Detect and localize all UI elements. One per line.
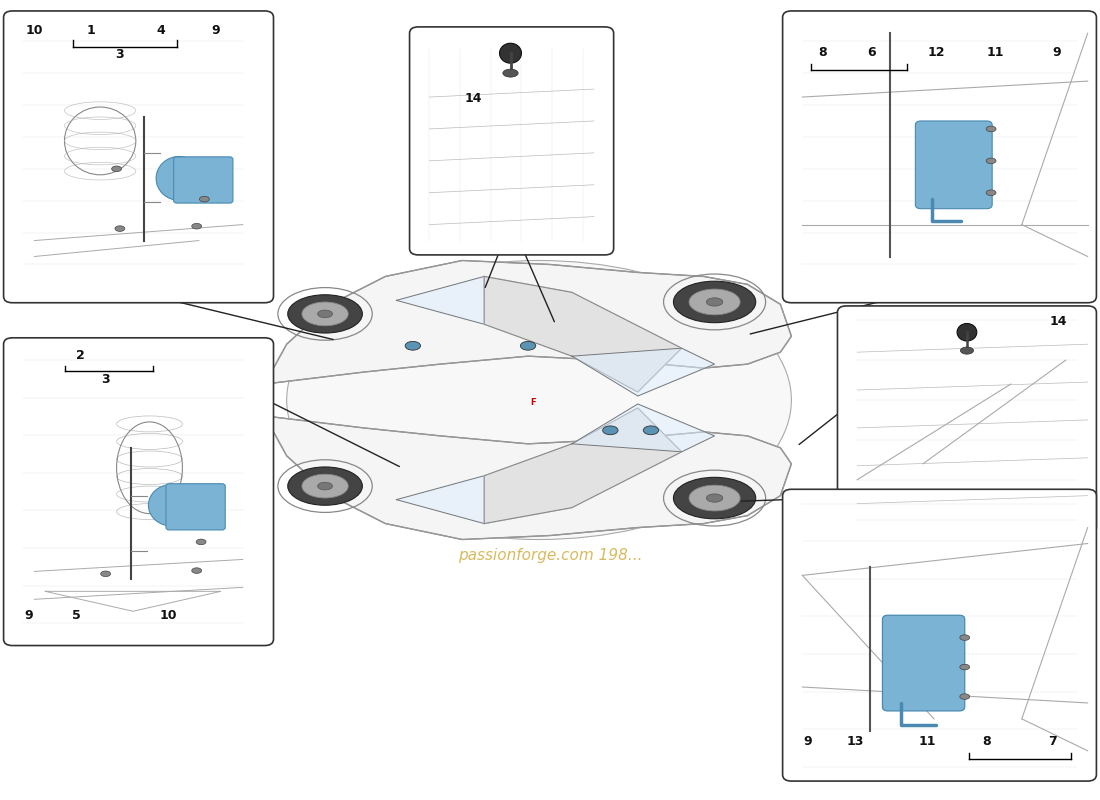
Text: 5: 5 [72, 609, 80, 622]
Text: 3: 3 [101, 373, 110, 386]
Ellipse shape [196, 539, 206, 545]
Ellipse shape [644, 426, 659, 434]
Ellipse shape [191, 568, 201, 574]
Ellipse shape [405, 342, 420, 350]
FancyBboxPatch shape [882, 615, 965, 711]
Ellipse shape [957, 323, 977, 341]
Text: 14: 14 [1049, 315, 1067, 328]
FancyBboxPatch shape [409, 27, 614, 255]
Text: passionforge.com 198...: passionforge.com 198... [458, 548, 642, 563]
Text: 9: 9 [24, 609, 33, 622]
Text: 9: 9 [803, 735, 812, 748]
Ellipse shape [673, 282, 756, 322]
Ellipse shape [287, 261, 791, 539]
Ellipse shape [960, 347, 974, 354]
Text: 7: 7 [1048, 735, 1057, 748]
Text: 10: 10 [25, 24, 43, 38]
Text: 14: 14 [464, 92, 482, 105]
Ellipse shape [986, 190, 996, 195]
Polygon shape [484, 408, 682, 523]
Text: 12: 12 [927, 46, 945, 58]
Ellipse shape [986, 158, 996, 164]
Text: 3: 3 [116, 48, 124, 61]
Polygon shape [484, 277, 682, 392]
Polygon shape [265, 261, 791, 539]
FancyBboxPatch shape [782, 11, 1097, 302]
Ellipse shape [986, 126, 996, 132]
Text: F: F [530, 398, 537, 407]
Ellipse shape [288, 294, 362, 333]
Ellipse shape [112, 166, 121, 171]
Text: 9: 9 [1053, 46, 1062, 58]
Text: 8: 8 [817, 46, 826, 58]
Ellipse shape [301, 302, 349, 326]
Polygon shape [572, 404, 715, 452]
Ellipse shape [603, 426, 618, 434]
Ellipse shape [673, 478, 756, 518]
Text: 10: 10 [160, 609, 177, 622]
Ellipse shape [499, 43, 521, 63]
FancyBboxPatch shape [3, 338, 274, 646]
Ellipse shape [318, 310, 332, 318]
Ellipse shape [503, 69, 518, 77]
Ellipse shape [191, 223, 201, 229]
Text: 6: 6 [867, 46, 876, 58]
FancyBboxPatch shape [3, 11, 274, 302]
FancyBboxPatch shape [915, 121, 992, 209]
Ellipse shape [148, 485, 195, 526]
Ellipse shape [156, 157, 202, 200]
Ellipse shape [689, 289, 740, 314]
Ellipse shape [960, 694, 970, 699]
Text: 11: 11 [918, 735, 936, 748]
Text: 2: 2 [76, 349, 85, 362]
Ellipse shape [706, 298, 723, 306]
Ellipse shape [960, 664, 970, 670]
Text: 13: 13 [846, 735, 864, 748]
FancyBboxPatch shape [782, 490, 1097, 781]
Polygon shape [572, 348, 715, 396]
Text: 4: 4 [156, 24, 165, 38]
FancyBboxPatch shape [174, 157, 233, 203]
Ellipse shape [960, 634, 970, 640]
Text: 11: 11 [987, 46, 1004, 58]
Text: 8: 8 [982, 735, 991, 748]
FancyBboxPatch shape [166, 484, 226, 530]
Ellipse shape [520, 342, 536, 350]
Polygon shape [396, 277, 572, 324]
FancyBboxPatch shape [837, 306, 1097, 534]
Polygon shape [396, 476, 572, 523]
Ellipse shape [301, 474, 349, 498]
Ellipse shape [101, 571, 111, 577]
Ellipse shape [706, 494, 723, 502]
Ellipse shape [199, 196, 209, 202]
Text: 9: 9 [211, 24, 220, 38]
Text: 1: 1 [87, 24, 96, 38]
Ellipse shape [116, 226, 124, 231]
Ellipse shape [689, 486, 740, 511]
Ellipse shape [288, 467, 362, 506]
Ellipse shape [318, 482, 332, 490]
